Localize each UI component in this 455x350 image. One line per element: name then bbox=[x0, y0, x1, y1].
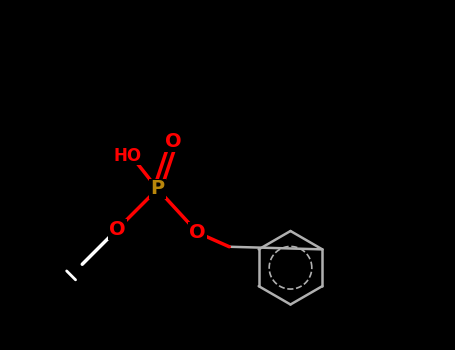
Text: P: P bbox=[151, 180, 165, 198]
Text: O: O bbox=[189, 223, 206, 242]
Text: O: O bbox=[165, 132, 182, 151]
Text: HO: HO bbox=[114, 147, 142, 165]
Text: O: O bbox=[109, 220, 126, 239]
